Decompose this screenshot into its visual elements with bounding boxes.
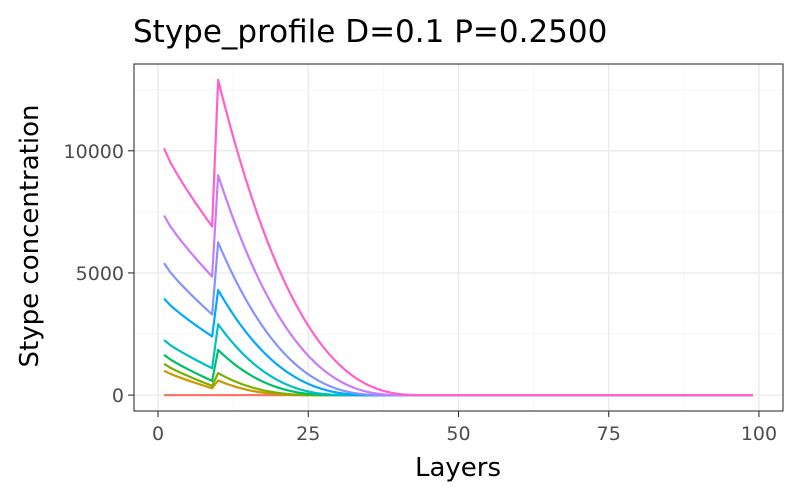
y-tick-label: 0 [112,385,124,407]
y-tick-label: 5000 [76,263,124,285]
y-tick-label: 10000 [64,141,124,163]
grid-lines [134,64,783,411]
series-line-9 [163,78,753,397]
x-tick-label: 50 [446,423,470,445]
axis-layer: 0 25 50 75 100 0 5000 10000 [64,141,778,445]
series-layer [163,78,753,397]
x-tick-label: 25 [296,423,320,445]
x-tick-label: 100 [741,423,777,445]
y-axis-title: Stype concentration [15,105,45,368]
x-tick-label: 75 [597,423,621,445]
chart-title: Stype_profile D=0.1 P=0.2500 [133,14,607,50]
x-tick-label: 0 [152,423,164,445]
x-axis-title: Layers [415,453,501,483]
